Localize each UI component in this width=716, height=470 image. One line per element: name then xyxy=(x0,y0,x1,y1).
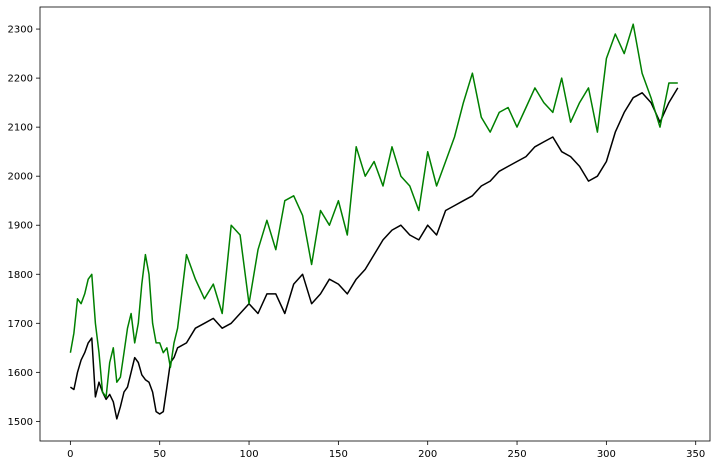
x-tick-label: 300 xyxy=(597,449,616,460)
y-axis: 1500 1600 1700 1800 1900 2000 2100 2200 2300 xyxy=(8,25,40,428)
x-tick-label: 250 xyxy=(507,449,526,460)
series-line-1 xyxy=(69,23,678,398)
plot-area xyxy=(39,6,711,442)
y-tick-label: 2300 xyxy=(8,25,33,36)
series-line-0 xyxy=(69,87,679,420)
y-tick-label: 1700 xyxy=(8,319,33,330)
y-tick-label: 1900 xyxy=(8,221,33,232)
x-tick-label: 0 xyxy=(67,449,73,460)
y-tick-label: 2000 xyxy=(8,172,33,183)
y-tick-label: 1500 xyxy=(8,417,33,428)
x-tick-label: 200 xyxy=(418,449,437,460)
x-tick-label: 50 xyxy=(153,449,166,460)
y-tick-label: 2200 xyxy=(8,74,33,85)
x-tick-label: 100 xyxy=(239,449,258,460)
y-tick-label: 1800 xyxy=(8,270,33,281)
x-tick-label: 350 xyxy=(686,449,705,460)
x-tick-label: 150 xyxy=(329,449,348,460)
y-tick-label: 2100 xyxy=(8,123,33,134)
y-tick-label: 1600 xyxy=(8,368,33,379)
x-axis: 0 50 100 150 200 250 300 350 xyxy=(67,441,705,460)
series-layer xyxy=(69,23,679,420)
